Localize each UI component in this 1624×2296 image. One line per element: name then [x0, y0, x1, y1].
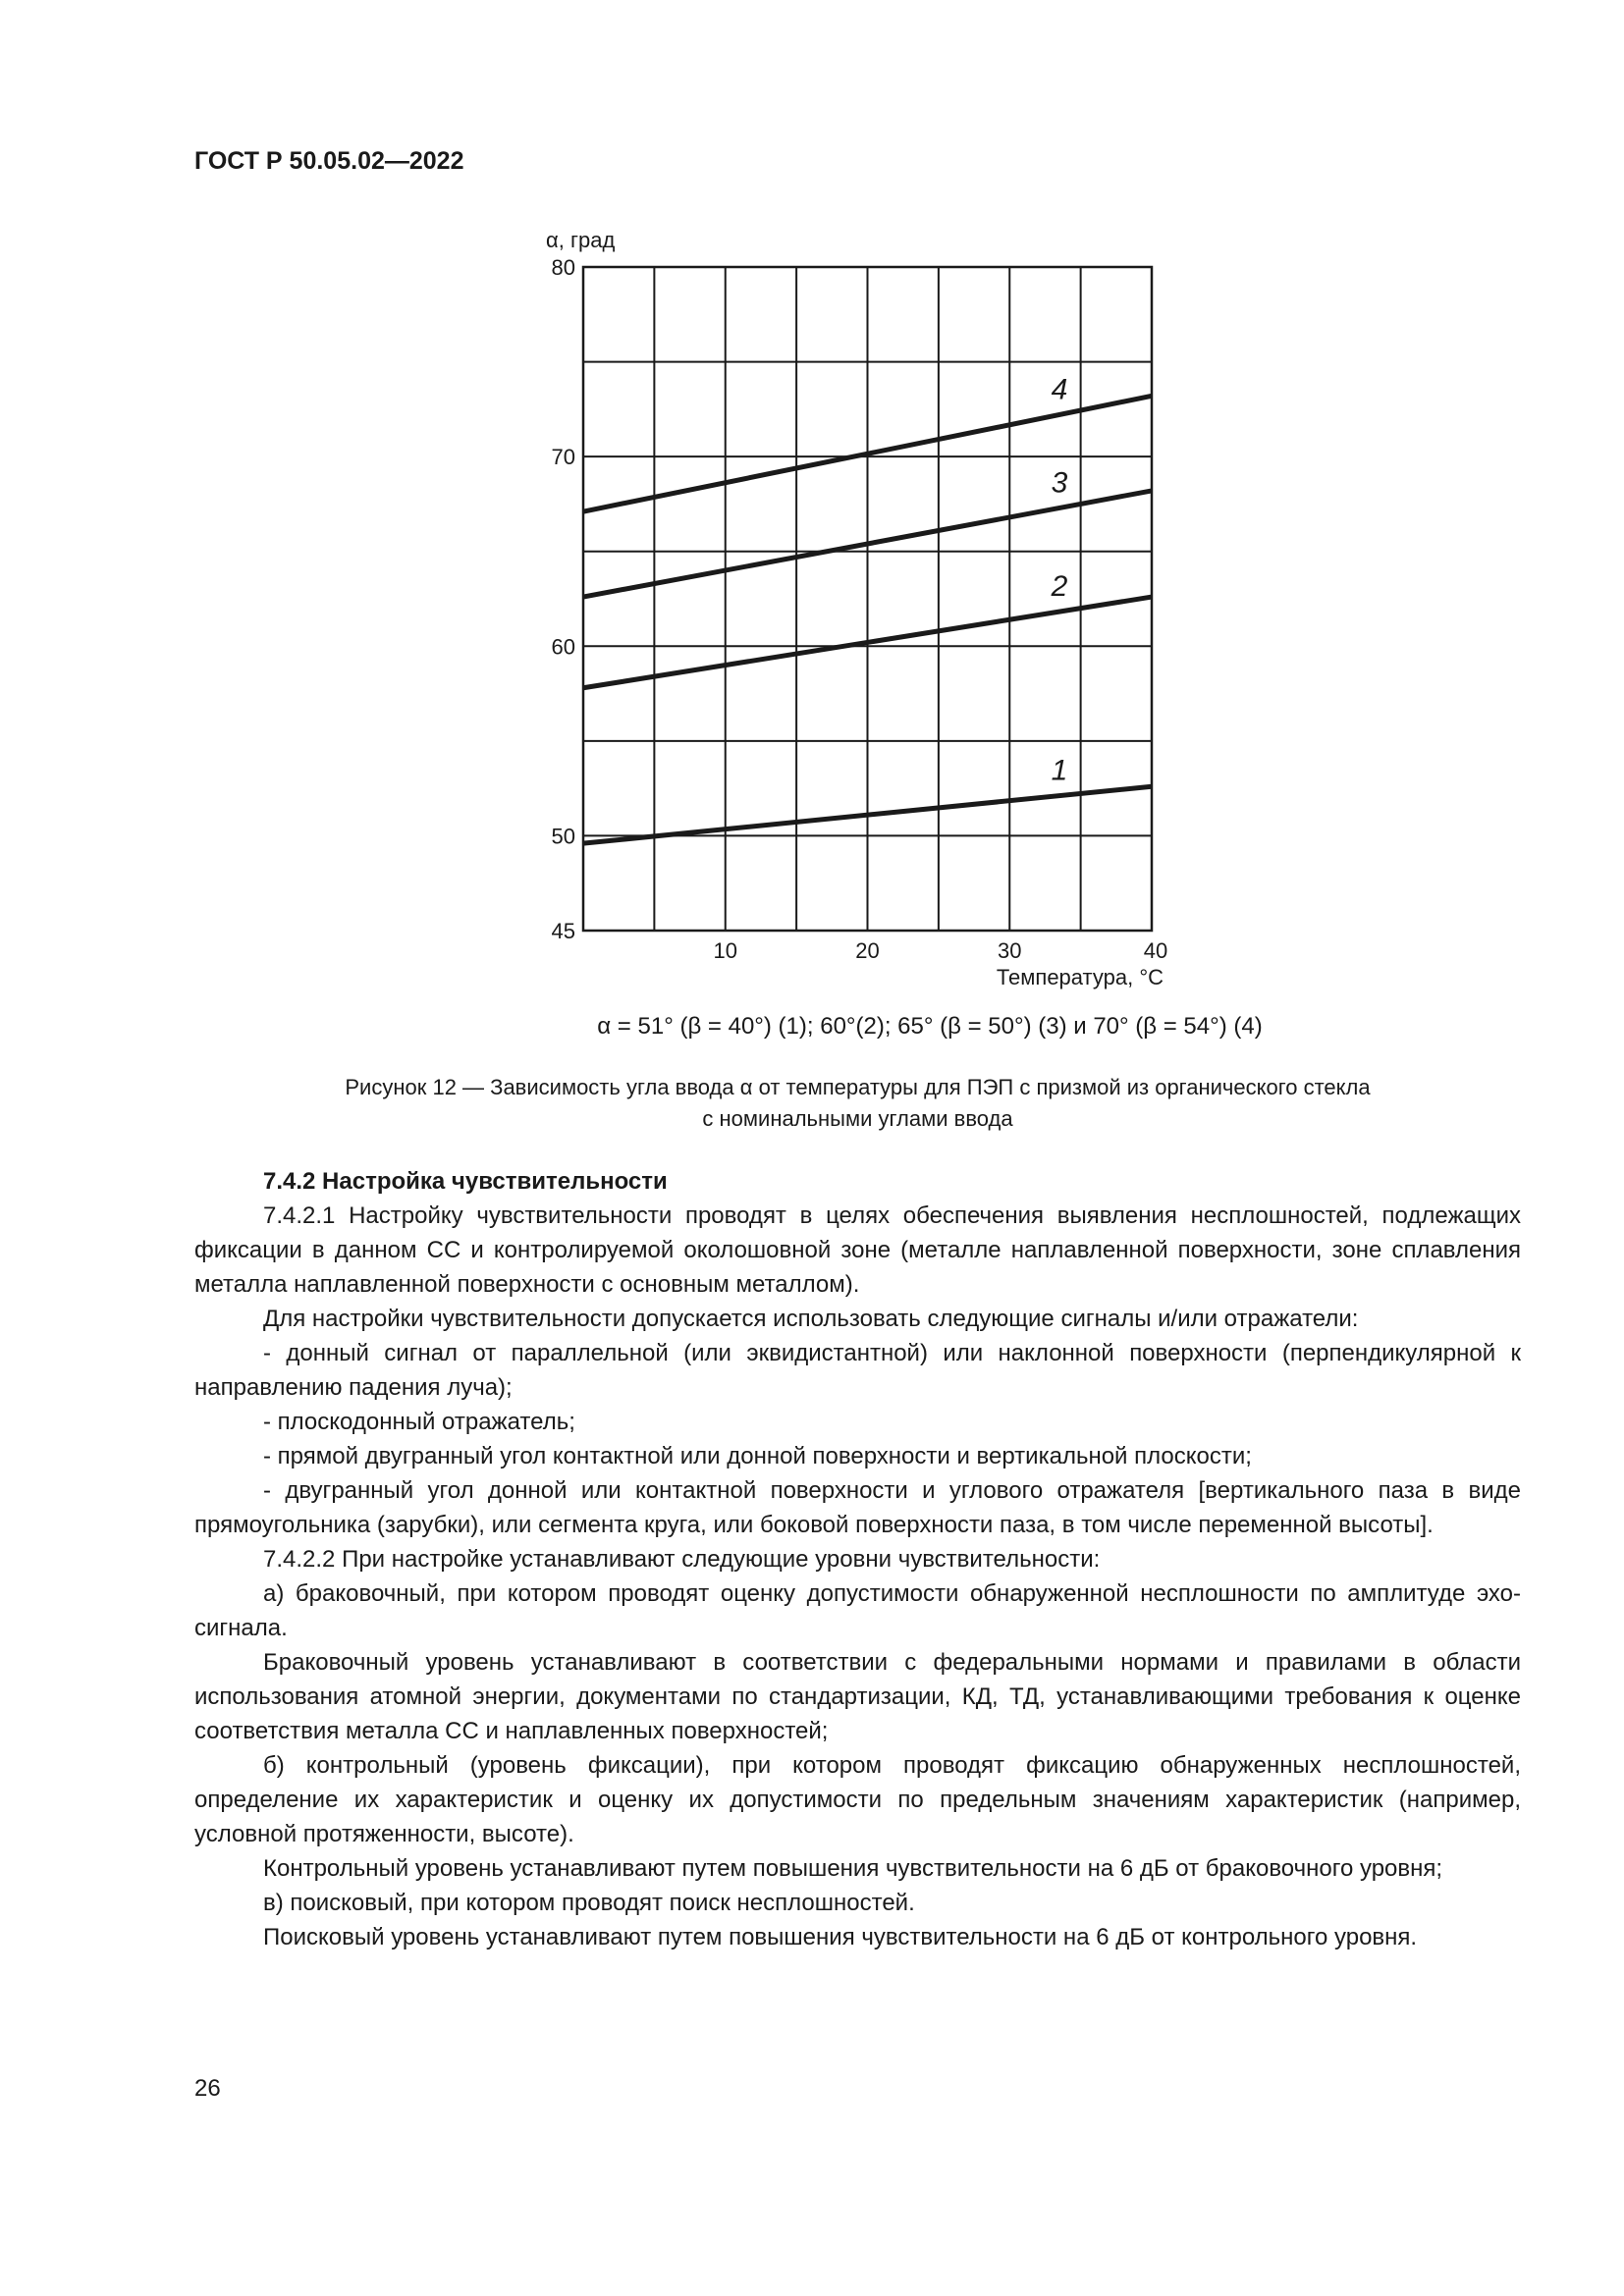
paragraph: 7.4.2.2 При настройке устанавливают след…	[263, 1546, 1101, 1573]
series-line-1	[582, 783, 1153, 846]
series-label-3: 3	[1052, 466, 1068, 499]
x-tick-label: 40	[1144, 938, 1167, 963]
x-tick-label: 20	[855, 938, 879, 963]
paragraph: Браковочный уровень устанавливают в соот…	[194, 1649, 1521, 1744]
series-line-4	[582, 393, 1153, 514]
list-item: - двугранный угол донной или контактной …	[194, 1477, 1521, 1538]
paragraph: Поисковый уровень устанавливают путем по…	[263, 1924, 1418, 1950]
series-label-4: 4	[1052, 373, 1068, 405]
y-tick-label: 60	[552, 634, 575, 659]
x-tick-label: 10	[714, 938, 737, 963]
list-item: - донный сигнал от параллельной (или экв…	[194, 1340, 1521, 1401]
y-tick-label: 50	[552, 824, 575, 848]
list-item: а) браковочный, при котором проводят оце…	[194, 1580, 1521, 1641]
series-label-1: 1	[1052, 755, 1068, 787]
section-heading: 7.4.2 Настройка чувствительности	[263, 1168, 668, 1195]
list-item: - плоскодонный отражатель;	[263, 1409, 575, 1435]
figure-legend: α = 51° (β = 40°) (1); 60°(2); 65° (β = …	[597, 1013, 1263, 1040]
paragraph: Контрольный уровень устанавливают путем …	[263, 1855, 1443, 1882]
figure-caption: Рисунок 12 — Зависимость угла ввода α от…	[194, 1072, 1521, 1135]
page-number: 26	[194, 2075, 221, 2102]
list-item: в) поисковый, при котором проводят поиск…	[263, 1890, 915, 1916]
series-line-3	[582, 488, 1153, 600]
caption-line-2: с номинальными углами ввода	[702, 1106, 1013, 1131]
y-tick-label: 70	[552, 445, 575, 469]
y-axis-label: α, град	[546, 228, 615, 252]
angle-temperature-chart: 45 50 60 70 80 10 20 30 40 α, град Температура, °С…	[546, 228, 1167, 989]
section-body: 7.4.2 Настройка чувствительности 7.4.2.1…	[194, 1164, 1521, 1954]
paragraph: Для настройки чувствительности допускает…	[263, 1306, 1359, 1332]
caption-line-1: Рисунок 12 — Зависимость угла ввода α от…	[345, 1075, 1371, 1099]
series-line-2	[582, 594, 1153, 691]
y-tick-label: 80	[552, 255, 575, 280]
paragraph: 7.4.2.1 Настройку чувствительности прово…	[194, 1202, 1521, 1298]
list-item: - прямой двугранный угол контактной или …	[263, 1443, 1252, 1469]
x-axis-label: Температура, °С	[997, 965, 1164, 989]
list-item: б) контрольный (уровень фиксации), при к…	[194, 1752, 1521, 1847]
y-tick-label: 45	[552, 919, 575, 943]
series-label-2: 2	[1051, 570, 1068, 603]
x-tick-label: 30	[998, 938, 1021, 963]
document-id: ГОСТ Р 50.05.02—2022	[194, 147, 464, 175]
